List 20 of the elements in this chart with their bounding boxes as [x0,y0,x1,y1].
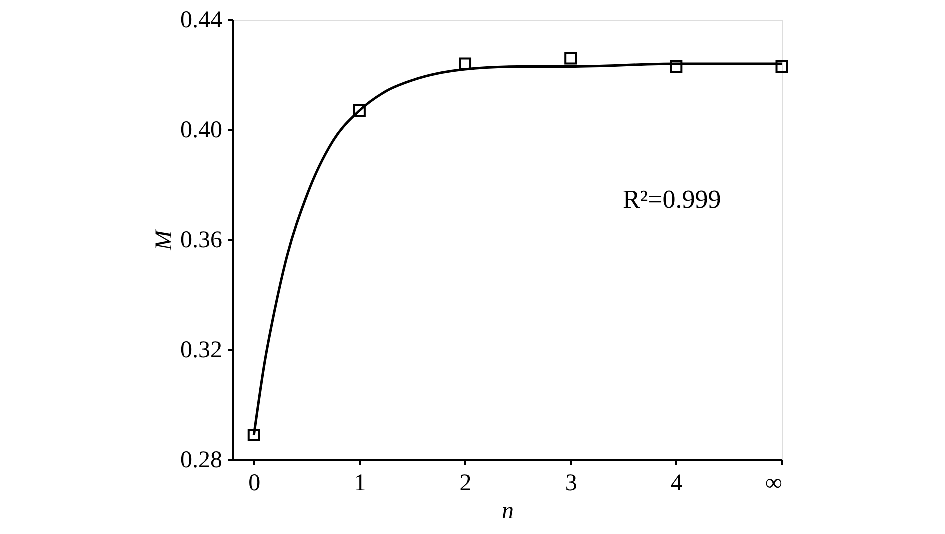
point [564,52,578,65]
x-tick-label: ∞ [765,470,782,496]
y-tick-label: 0.36 [180,228,222,254]
point [670,60,683,73]
x-tick-label: 2 [460,470,472,496]
point [353,104,366,117]
x-tick-label: 1 [354,470,366,496]
x-axis-title: n [502,498,514,524]
annotation: R²=0.999 [623,185,722,214]
x-tick-label: 0 [248,470,261,496]
point [459,58,472,70]
y-axis-title: M [152,228,178,252]
y-tick-label: 0.28 [180,448,222,474]
y-tick-label: 0.32 [180,338,222,364]
point [248,429,260,442]
y-tick-label: 0.44 [180,8,222,34]
x-tick-label: 4 [670,470,683,496]
point [776,60,788,73]
x-tick-label: 3 [565,470,578,496]
y-tick-label: 0.40 [180,118,222,144]
